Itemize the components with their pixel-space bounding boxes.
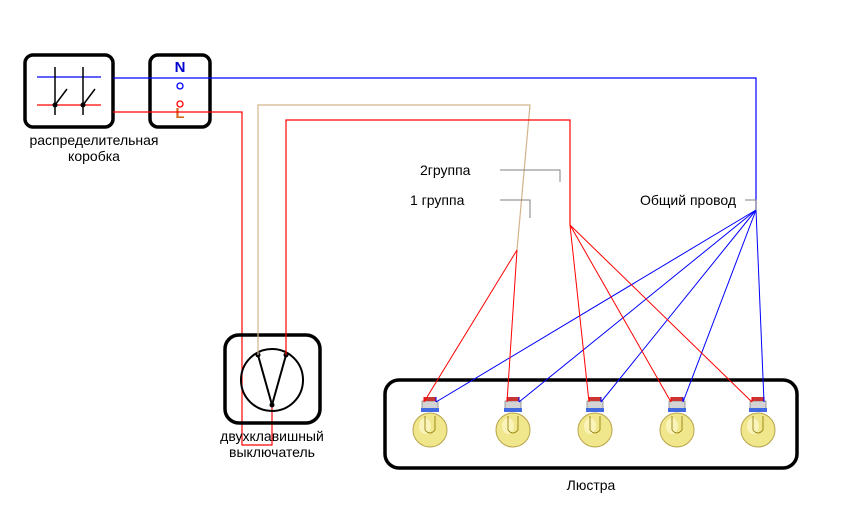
group2-branch-wire [570,225,589,402]
neutral-branch-wire [601,210,756,402]
leader-line [500,170,560,182]
switch-rocker-left [258,355,272,405]
bulb [660,397,694,447]
bulb [496,397,530,447]
jbox-lever [83,89,95,105]
jbox-node [81,103,86,108]
junction-box [25,55,113,127]
chandelier-label: Люстра [567,477,616,493]
bulb [413,397,447,447]
switch-label: выключатель [229,444,315,460]
group2-branch-wire [570,225,671,402]
neutral-branch-wire [436,210,756,402]
jbox-lever [55,89,67,105]
neutral-branch-wire [519,210,756,402]
bulb [578,397,612,447]
group2-trunk-wire [286,120,570,355]
leader-line [500,200,530,218]
group1-trunk-wire [258,105,530,355]
switch-label: двухклавишный [220,428,324,444]
neutral-branch-wire [756,210,764,402]
switch-rocker-right [272,355,286,405]
leader-line [745,200,756,210]
junction-box-label: коробка [68,148,120,164]
neutral-branch-wire [683,210,756,402]
jbox-node [53,103,58,108]
leader-label: 2группа [420,162,471,178]
leader-label: Общий провод [640,192,736,208]
switch-pivot [270,403,275,408]
junction-box-label: распределительная [29,132,158,148]
leader-label: 1 группа [410,192,465,208]
group2-branch-wire [570,225,752,402]
terminal-N-node [177,83,183,89]
bulb [741,397,775,447]
terminal-N-label: N [175,59,186,76]
live-wire-to-switch [113,112,272,445]
